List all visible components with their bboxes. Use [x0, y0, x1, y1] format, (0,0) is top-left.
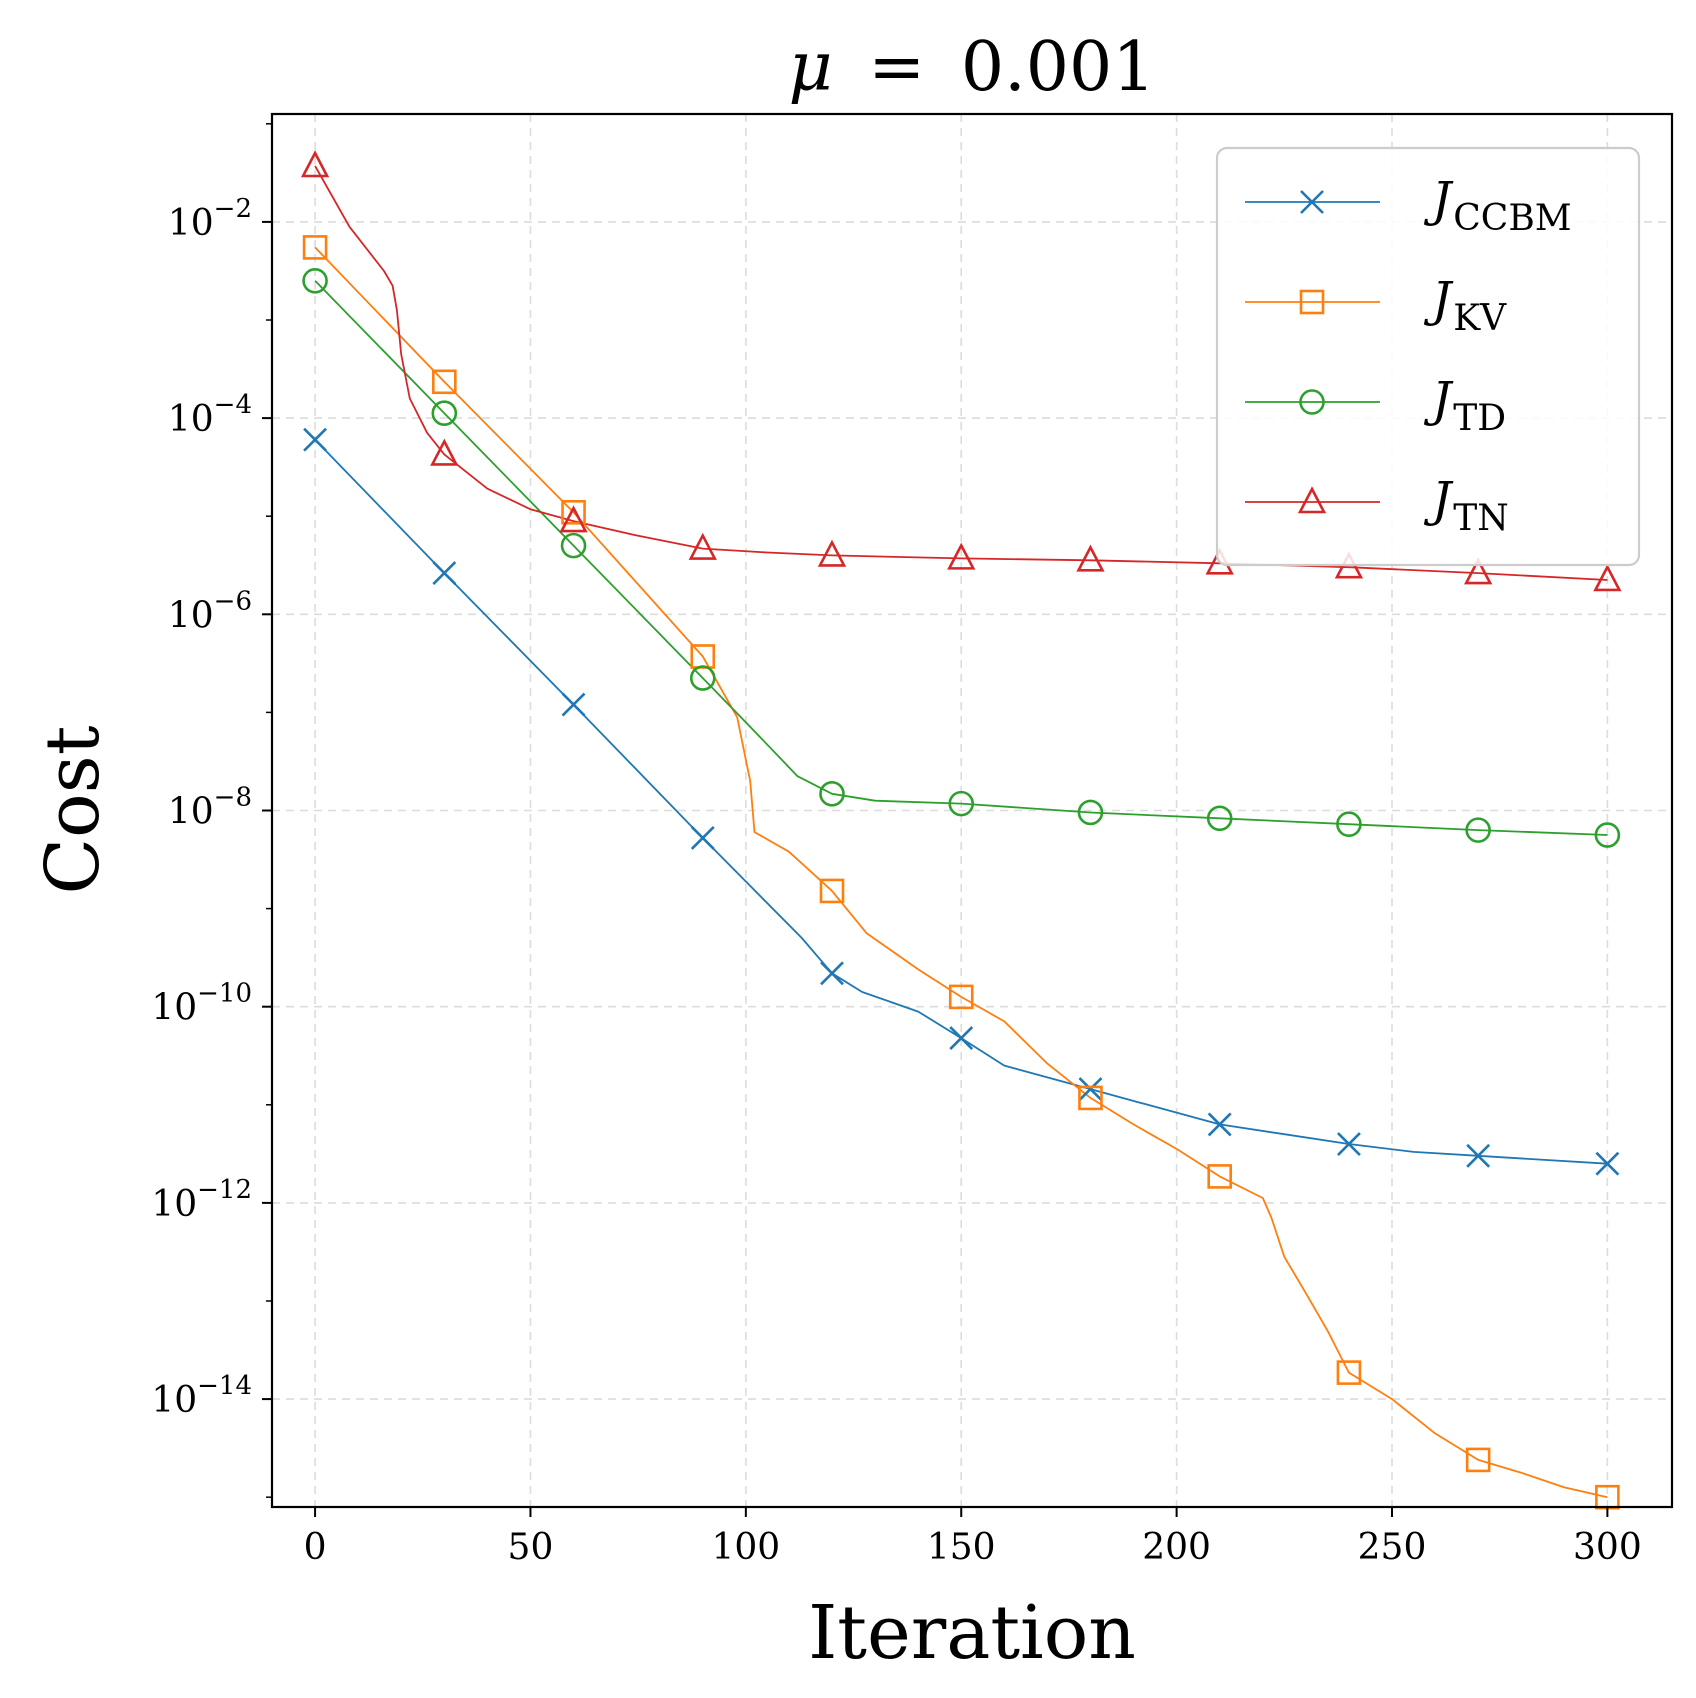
point-td-180: [1077, 799, 1104, 826]
y-tick-label-4: 10−10: [151, 979, 252, 1029]
y-tick-label-2: 10−6: [168, 586, 252, 636]
series-lines: [314, 165, 1608, 1499]
x-tick-label-0: 0: [304, 1527, 327, 1568]
point-tn-60: [559, 505, 588, 533]
point-ccbm-270: [1466, 1143, 1491, 1168]
point-kv-60: [561, 499, 586, 525]
point-tn-30: [430, 438, 459, 466]
point-ccbm-300: [1595, 1151, 1620, 1176]
title-value: 0.001: [961, 28, 1156, 107]
point-tn-180: [1076, 544, 1105, 572]
y-tick-label-1: 10−4: [168, 390, 252, 440]
point-tn-90: [688, 532, 717, 560]
legend-marker: [1297, 486, 1327, 514]
x-tick-label-6: 300: [1573, 1527, 1642, 1568]
point-ccbm-60: [561, 692, 586, 717]
point-td-300: [1594, 822, 1621, 848]
point-ccbm-90: [690, 826, 715, 850]
point-td-120: [819, 781, 845, 807]
legend-frame: [1215, 146, 1641, 567]
point-td-90: [689, 665, 716, 691]
x-axis: 0 50 100 150 200 250 300: [304, 1507, 1642, 1568]
point-ccbm-240: [1337, 1132, 1361, 1156]
point-ccbm-210: [1207, 1112, 1232, 1137]
point-kv-150: [948, 984, 974, 1010]
point-td-150: [948, 790, 975, 817]
point-td-210: [1206, 805, 1233, 832]
x-tick-label-5: 250: [1358, 1527, 1427, 1568]
point-kv-210: [1207, 1164, 1232, 1189]
point-td-240: [1336, 811, 1362, 838]
y-axis-label: Cost: [30, 725, 116, 894]
x-tick-label-4: 200: [1142, 1527, 1211, 1568]
series-line-tn: [314, 165, 1608, 581]
point-tn-150: [947, 542, 976, 570]
point-tn-120: [817, 539, 847, 567]
point-kv-0: [302, 235, 328, 260]
title-equals: =: [868, 28, 925, 107]
point-kv-180: [1078, 1085, 1103, 1111]
point-kv-120: [819, 878, 845, 904]
legend-marker: [1299, 289, 1325, 315]
point-tn-270: [1464, 557, 1493, 585]
point-ccbm-150: [949, 1026, 974, 1051]
point-tn-300: [1593, 564, 1622, 592]
point-kv-30: [432, 369, 457, 395]
legend-entry-tn: JTN: [1245, 472, 1509, 539]
point-kv-240: [1336, 1360, 1362, 1385]
point-td-60: [560, 532, 587, 559]
point-td-0: [302, 267, 328, 294]
point-ccbm-0: [303, 427, 327, 452]
point-tn-0: [300, 150, 330, 178]
y-tick-label-6: 10−14: [151, 1371, 252, 1421]
series-line-td: [314, 280, 1608, 836]
point-ccbm-180: [1078, 1077, 1103, 1102]
y-tick-label-3: 10−8: [168, 783, 252, 833]
point-td-270: [1465, 817, 1491, 843]
y-axis: 10−2 10−4 10−6 10−8 10−10 10−12 10−14: [151, 123, 272, 1498]
x-tick-label-3: 150: [927, 1527, 996, 1568]
chart-title: μ = 0.001: [788, 28, 1155, 107]
x-axis-label: Iteration: [808, 1590, 1136, 1676]
series-line-ccbm: [314, 439, 1608, 1165]
point-td-30: [431, 400, 458, 427]
point-ccbm-120: [820, 961, 844, 986]
x-tick-label-1: 50: [508, 1527, 554, 1568]
y-tick-label-0: 10−2: [168, 194, 252, 244]
x-tick-label-2: 100: [711, 1527, 780, 1568]
y-tick-label-5: 10−12: [151, 1175, 252, 1225]
legend-marker: [1300, 190, 1324, 214]
point-ccbm-30: [432, 561, 457, 586]
title-symbol: μ: [788, 28, 832, 107]
legend-marker: [1299, 389, 1325, 415]
legend-label: JTN: [1423, 472, 1509, 539]
point-kv-270: [1465, 1447, 1491, 1473]
series-line-kv: [314, 246, 1608, 1499]
